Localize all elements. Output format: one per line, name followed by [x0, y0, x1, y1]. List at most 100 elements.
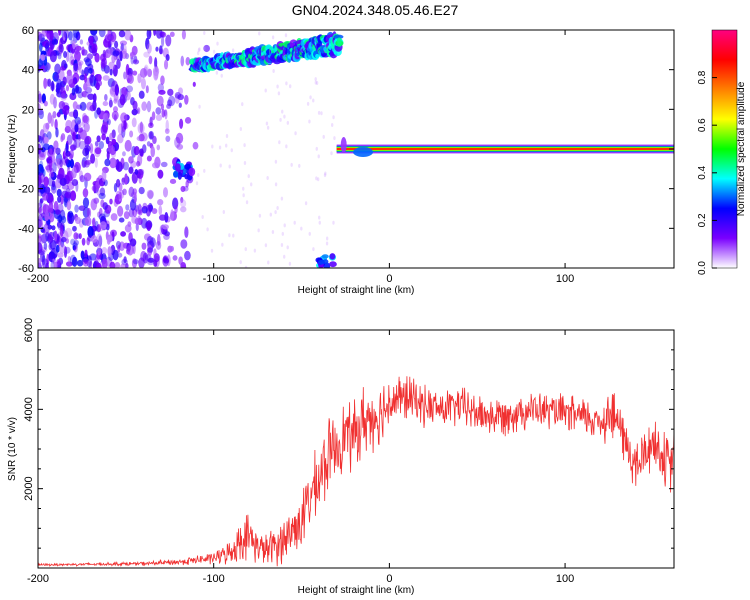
noise-point	[60, 92, 68, 101]
noise-point	[94, 147, 102, 155]
noise-point	[163, 233, 170, 241]
x-tick-label: 100	[556, 273, 574, 285]
noise-point	[84, 249, 88, 258]
y-tick-label: 4000	[23, 397, 35, 421]
noise-point	[243, 143, 246, 148]
noise-point	[45, 42, 50, 52]
noise-point	[125, 204, 130, 211]
noise-point	[119, 94, 126, 106]
noise-point	[78, 140, 86, 150]
noise-point	[323, 173, 327, 178]
noise-point	[180, 261, 187, 268]
blob-point	[174, 163, 181, 172]
noise-point	[162, 187, 168, 198]
noise-point	[83, 122, 90, 133]
noise-point	[104, 158, 111, 167]
noise-point	[79, 101, 87, 112]
noise-point	[180, 55, 185, 67]
noise-point	[139, 121, 144, 133]
noise-point	[158, 48, 164, 55]
noise-point	[141, 101, 148, 112]
y-tick-label: -60	[18, 263, 34, 275]
noise-point	[281, 231, 285, 236]
noise-point	[72, 225, 77, 232]
noise-point	[82, 258, 89, 267]
noise-point	[80, 250, 85, 260]
noise-point	[63, 63, 68, 69]
noise-point	[128, 156, 134, 164]
noise-point	[198, 47, 201, 52]
noise-point	[111, 110, 119, 120]
x-tick-label: 0	[386, 273, 392, 285]
noise-point	[90, 198, 98, 211]
noise-point	[38, 249, 46, 256]
noise-point	[330, 122, 334, 127]
noise-point	[279, 117, 282, 122]
noise-point	[48, 172, 55, 178]
noise-point	[131, 117, 137, 128]
noise-point	[48, 202, 54, 213]
noise-point	[146, 155, 152, 162]
noise-point	[51, 80, 55, 92]
noise-point	[244, 265, 248, 268]
noise-point	[116, 161, 123, 173]
noise-point	[55, 147, 61, 155]
noise-point	[55, 127, 59, 138]
noise-point	[293, 220, 296, 225]
lower-blob	[315, 253, 337, 268]
noise-point	[84, 159, 92, 165]
noise-point	[156, 144, 161, 151]
noise-point	[330, 151, 333, 156]
noise-point	[318, 215, 321, 220]
colorbar-tick-label: 0.8	[697, 70, 708, 84]
noise-point	[158, 205, 163, 216]
noise-point	[320, 111, 323, 116]
noise-point	[53, 158, 61, 166]
noise-point	[147, 247, 154, 253]
noise-point	[71, 178, 79, 186]
noise-point	[62, 76, 67, 86]
noise-point	[108, 61, 116, 71]
noise-point	[38, 220, 43, 229]
noise-point	[155, 240, 162, 250]
noise-point	[231, 48, 235, 53]
noise-point	[49, 30, 54, 41]
noise-point	[74, 123, 79, 133]
noise-point	[49, 239, 57, 250]
y-tick-label: -40	[18, 223, 34, 235]
noise-point	[109, 97, 113, 109]
colorbar-tick-label: 0.4	[697, 165, 708, 179]
noise-point	[153, 259, 158, 267]
noise-point	[280, 242, 284, 247]
noise-point	[67, 210, 74, 218]
noise-point	[72, 244, 77, 251]
noise-point	[65, 119, 73, 130]
noise-point	[43, 176, 49, 187]
band-point	[337, 41, 342, 47]
noise-point	[58, 43, 64, 53]
noise-point	[48, 236, 54, 243]
noise-point	[266, 125, 270, 130]
noise-point	[206, 227, 209, 232]
noise-point	[122, 151, 126, 157]
noise-point	[124, 173, 128, 185]
noise-point	[79, 39, 84, 45]
noise-point	[184, 116, 192, 124]
noise-point	[47, 177, 54, 187]
noise-point	[73, 245, 78, 253]
noise-point	[258, 213, 262, 218]
noise-point	[120, 42, 125, 51]
noise-point	[115, 190, 122, 200]
noise-point	[247, 174, 250, 179]
noise-point	[47, 78, 52, 87]
noise-point	[48, 195, 55, 205]
noise-point	[318, 220, 321, 225]
noise-point	[141, 205, 148, 214]
noise-point	[315, 176, 318, 181]
noise-point	[315, 81, 319, 86]
noise-point	[71, 87, 76, 96]
noise-point	[89, 74, 94, 84]
noise-point	[308, 231, 311, 236]
noise-point	[155, 114, 163, 122]
noise-point	[102, 75, 110, 81]
